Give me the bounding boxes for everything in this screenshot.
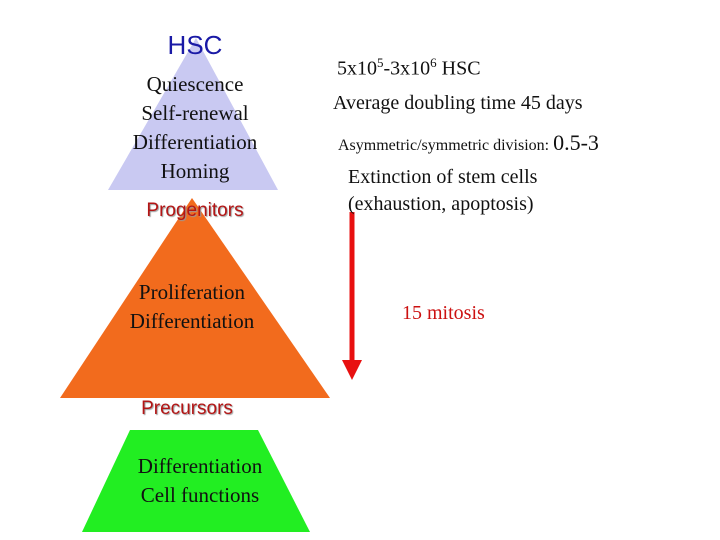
hsc-function-quiescence: Quiescence [146, 72, 244, 96]
mitosis-count: 15 mitosis [402, 302, 485, 324]
hsc-function-self-renewal: Self-renewal [141, 101, 249, 125]
extinction-line-1: Extinction of stem cells [348, 166, 538, 188]
hsc-count-b: -3x10 [383, 57, 431, 80]
progenitor-triangle [60, 198, 330, 398]
precursor-function-differentiation: Differentiation [137, 454, 263, 478]
progenitor-function-differentiation: Differentiation [129, 309, 255, 333]
hsc-count-a: 5x10 [337, 57, 377, 80]
hsc-count: 5x105-3x106 HSC [337, 55, 481, 81]
precursor-function-cell-functions: Cell functions [140, 483, 260, 507]
hsc-count-suffix: HSC [436, 57, 481, 80]
extinction-note: Extinction of stem cells (exhaustion, ap… [348, 164, 537, 218]
doubling-time: Average doubling time 45 days [333, 92, 583, 114]
extinction-line-2: (exhaustion, apoptosis) [348, 193, 534, 215]
hsc-function-list: Quiescence Self-renewal Differentiation … [100, 70, 290, 186]
hsc-function-homing: Homing [160, 159, 230, 183]
progenitor-function-proliferation: Proliferation [138, 280, 246, 304]
arrow-head [342, 360, 362, 380]
precursor-trapezoid [82, 430, 310, 532]
division-ratio: Asymmetric/symmetric division: 0.5-3 [338, 130, 599, 156]
hsc-count-a-exponent: 5 [377, 55, 384, 70]
progenitor-function-list: Proliferation Differentiation [92, 278, 292, 336]
division-value: 0.5-3 [553, 130, 599, 155]
hsc-count-b-exponent: 6 [430, 55, 437, 70]
precursors-title: Precursors [141, 398, 233, 419]
hsc-triangle [108, 38, 278, 190]
precursor-function-list: Differentiation Cell functions [110, 452, 290, 510]
division-label: Asymmetric/symmetric division [338, 137, 545, 154]
division-colon: : [544, 137, 554, 154]
hsc-title: HSC [167, 30, 223, 60]
progenitors-title: Progenitors [146, 200, 244, 221]
hsc-function-differentiation: Differentiation [132, 130, 258, 154]
